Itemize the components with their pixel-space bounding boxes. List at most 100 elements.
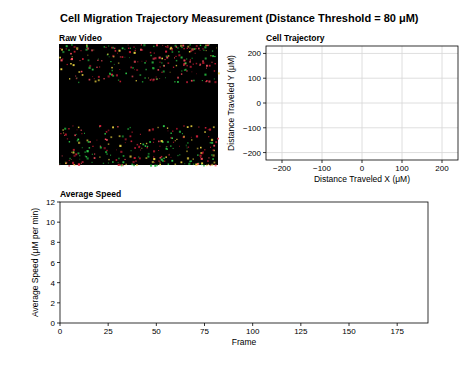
cell-dot: [191, 71, 193, 73]
cell-dot: [76, 134, 77, 135]
cell-dot: [95, 81, 97, 83]
cell-dot: [198, 127, 199, 128]
cell-dot: [183, 63, 185, 65]
chart-1: Average Speed025507510012515017502468101…: [30, 189, 428, 347]
cell-dot: [181, 70, 182, 71]
cell-dot: [215, 63, 216, 64]
cell-dot: [120, 151, 122, 153]
cell-dot: [189, 51, 191, 53]
cell-dot: [92, 76, 93, 77]
y-tick: [263, 53, 266, 54]
cell-dot: [142, 144, 144, 146]
y-tick: [57, 202, 60, 203]
x-tick-label: 0: [58, 327, 63, 336]
cell-dot: [147, 147, 149, 149]
cell-dot: [157, 165, 158, 166]
x-tick-label: 175: [390, 327, 404, 336]
y-tick: [263, 127, 266, 128]
cell-dot: [72, 162, 74, 164]
cell-dot: [79, 158, 81, 160]
cell-dot: [149, 129, 150, 130]
cell-dot: [208, 164, 209, 165]
cell-dot: [116, 149, 118, 151]
cell-dot: [147, 146, 148, 147]
cell-dot: [60, 68, 62, 70]
cell-dot: [171, 137, 173, 139]
cell-dot: [175, 164, 177, 166]
cell-dot: [93, 78, 95, 80]
cell-dot: [184, 60, 186, 62]
cell-dot: [129, 57, 131, 59]
cell-dot: [210, 55, 211, 56]
cell-dot: [213, 149, 214, 150]
cell-dot: [214, 162, 216, 164]
cell-dot: [203, 50, 204, 51]
cell-dot: [190, 160, 192, 162]
cell-dot: [165, 59, 166, 60]
cell-dot: [205, 58, 207, 60]
cell-dot: [108, 159, 109, 160]
cell-dot: [154, 53, 155, 54]
cell-dot: [99, 66, 100, 67]
y-axis-label: Average Speed (μM per min): [30, 208, 40, 317]
cell-dot: [203, 151, 204, 152]
cell-dot: [208, 136, 209, 137]
cell-dot: [66, 48, 67, 49]
cell-dot: [68, 128, 70, 130]
cell-dot: [212, 50, 213, 51]
cell-dot: [196, 135, 198, 137]
cell-dot: [213, 126, 215, 128]
cell-dot: [62, 58, 63, 59]
cell-dot: [104, 46, 105, 47]
cell-dot: [130, 67, 132, 69]
cell-dot: [148, 129, 150, 131]
cell-dot: [120, 165, 121, 166]
cell-dot: [175, 56, 176, 57]
cell-dot: [153, 58, 155, 60]
cell-dot: [218, 72, 220, 74]
cell-dot: [82, 58, 84, 60]
cell-dot: [205, 45, 207, 47]
x-tick-label: 25: [104, 327, 113, 336]
cell-dot: [204, 74, 206, 76]
cell-dot: [89, 79, 91, 81]
cell-dot: [92, 146, 93, 147]
cell-dot: [144, 62, 146, 64]
cell-dot: [108, 163, 109, 164]
cell-dot: [183, 125, 184, 126]
cell-dot: [108, 75, 110, 77]
cell-dot: [213, 145, 215, 147]
cell-dot: [116, 74, 118, 76]
cell-dot: [97, 60, 98, 61]
cell-dot: [146, 157, 148, 159]
cell-dot: [82, 74, 84, 76]
x-tick: [252, 323, 253, 326]
cell-dot: [156, 78, 158, 80]
cell-dot: [175, 45, 177, 47]
cell-dot: [171, 160, 173, 162]
cell-dot: [179, 131, 181, 133]
cell-dot: [209, 65, 211, 67]
cell-dot: [189, 48, 190, 49]
cell-dot: [137, 144, 139, 146]
cell-dot: [199, 49, 201, 51]
cell-dot: [187, 126, 189, 128]
cell-dot: [59, 163, 61, 165]
cell-dot: [185, 144, 187, 146]
cell-dot: [69, 158, 71, 160]
cell-dot: [147, 156, 149, 158]
x-axis-label: Distance Traveled X (μM): [314, 174, 410, 184]
cell-dot: [130, 156, 132, 158]
cell-dot: [111, 67, 113, 69]
cell-dot: [93, 49, 95, 51]
cell-dot: [187, 142, 189, 144]
cell-dot: [170, 47, 172, 49]
cell-dot: [135, 161, 136, 162]
cell-dot: [211, 139, 213, 141]
cell-dot: [154, 57, 156, 59]
cell-dot: [74, 46, 76, 48]
cell-dot: [123, 155, 125, 157]
cell-dot: [166, 46, 168, 48]
cell-dot: [70, 53, 72, 55]
cell-dot: [74, 51, 76, 53]
